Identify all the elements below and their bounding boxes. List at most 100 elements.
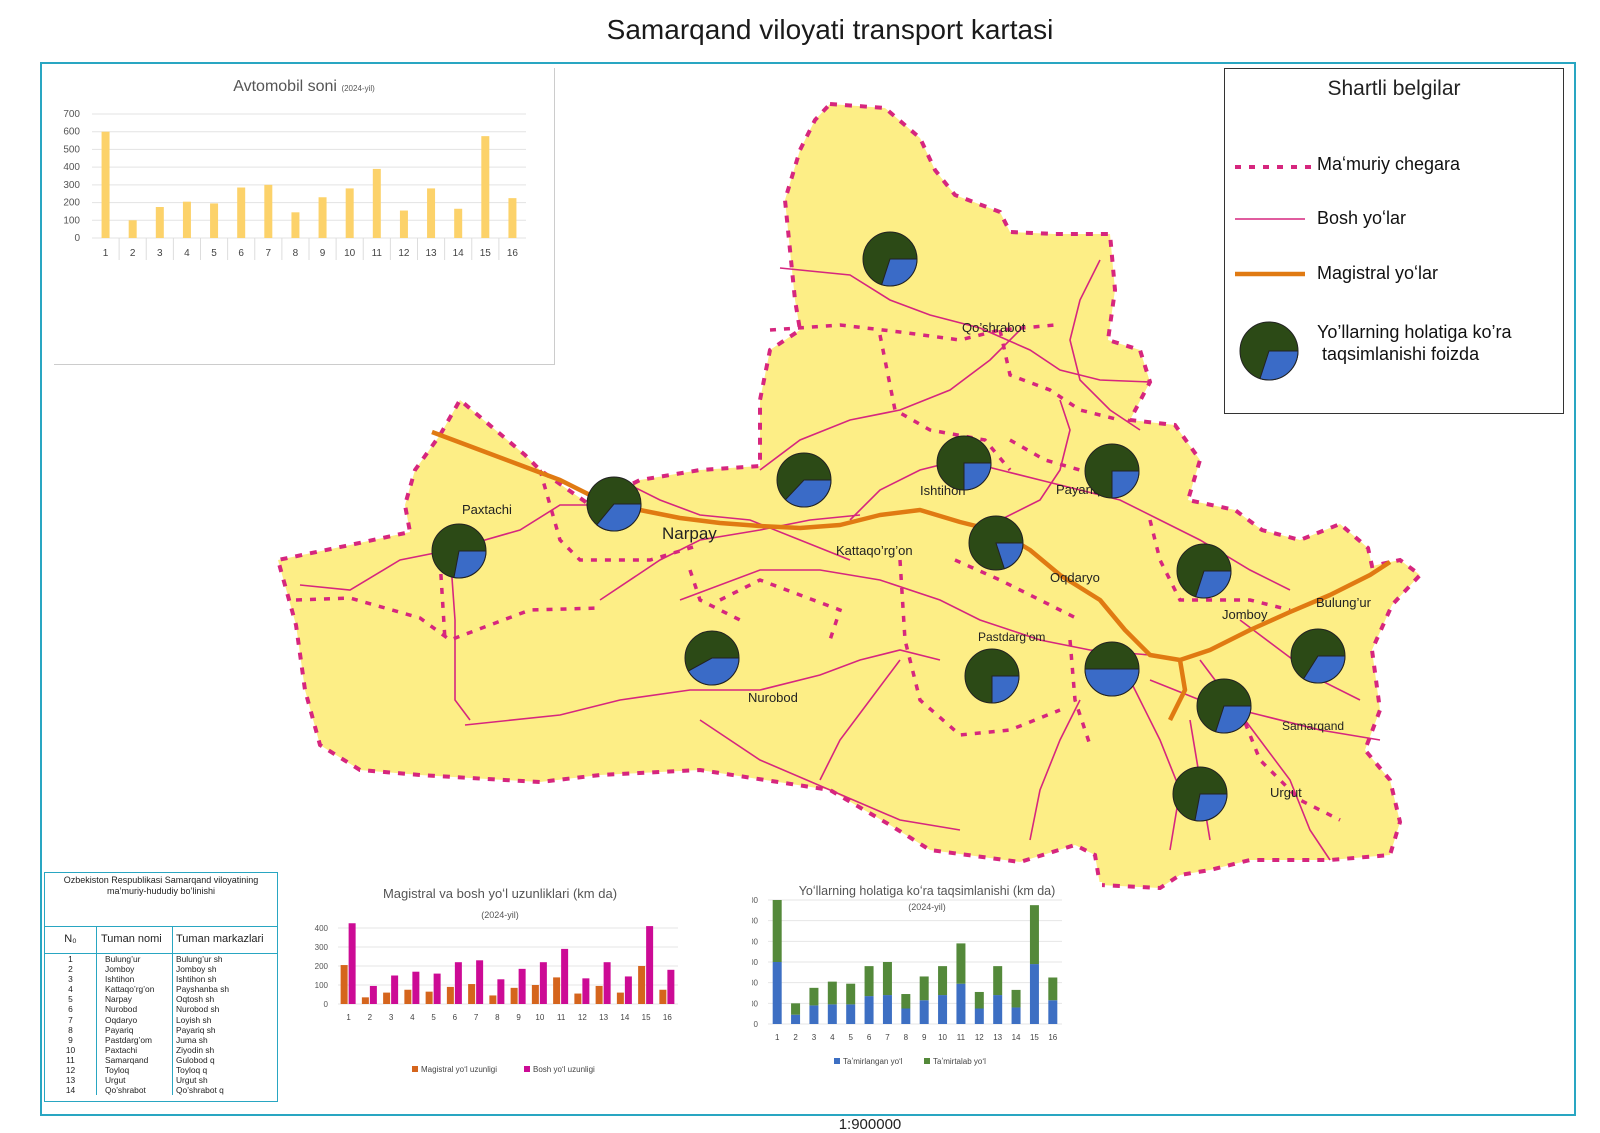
bar-segment [864,996,874,1024]
district-table-caption: Ozbekiston Respublikasi Samarqand viloya… [45,873,277,927]
place-label: Qo’shrabot [962,320,1026,335]
table-row: 9 Pastdarg’om Juma sh [45,1034,277,1045]
bar [624,976,632,1004]
legend-label: Magistral yoʻl uzunligi [421,1065,497,1074]
bar-segment [791,1014,801,1024]
bar [454,208,463,238]
row-centre: Urgut sh [176,1075,208,1086]
x-tick-label: 5 [211,248,217,259]
bar [481,136,490,238]
bar-segment [772,962,782,1024]
bar [539,962,547,1004]
row-district: Paxtachi [97,1044,173,1055]
header-district-centre: Tuman markazlari [176,933,264,945]
row-number: 13 [45,1075,97,1086]
bar [340,965,348,1004]
bar [646,926,654,1004]
bar [345,188,354,238]
chart-car-count-subtitle: (2024-yil) [341,84,375,93]
row-number: 9 [45,1034,97,1045]
legend-thin-line-icon [1235,218,1305,220]
row-number: 7 [45,1014,97,1025]
bar-segment [846,1004,856,1024]
bar [348,923,356,1004]
table-row: 12 Toyloq Toyloq q [45,1065,277,1076]
y-tick-label: 400 [63,162,80,173]
bar [531,985,539,1004]
y-tick-label: 100 [315,981,329,990]
row-number: 1 [45,954,97,965]
chart-car-count-title: Avtomobil soni [233,78,337,95]
bar [425,991,433,1004]
bar-segment [1011,1007,1021,1024]
table-row: 7 Oqdaryo Loyish sh [45,1014,277,1025]
legend-pie-icon [1239,321,1299,381]
x-tick-label: 8 [495,1013,500,1022]
bar [561,948,569,1004]
bar-segment [882,962,892,996]
legend-swatch [524,1066,530,1072]
bar [361,997,369,1004]
x-tick-label: 1 [775,1033,780,1042]
bar [433,973,441,1004]
chart-road-condition: Yoʻllarning holatiga koʻra taqsimlanishi… [752,882,1102,1100]
x-tick-label: 6 [867,1033,872,1042]
bar [391,975,399,1004]
legend-label-main-road: Bosh yoʻlar [1317,208,1407,228]
bar [383,992,391,1004]
y-tick-label: 700 [63,109,80,120]
row-district: Nurobod [97,1004,173,1015]
row-number: 5 [45,994,97,1005]
y-tick-label: 100 [752,999,759,1008]
bar-segment [809,987,819,1006]
row-centre: Jomboy sh [176,964,217,975]
row-district: Qo’shrabot [97,1085,173,1096]
legend-label-border: Maʻmuriy chegara [1317,154,1461,174]
bar [667,969,675,1004]
bar [291,212,300,238]
chart-car-count-title-wrap: Avtomobil soni (2024-yil) [54,78,554,96]
y-tick-label: 200 [63,198,80,209]
row-centre: Ziyodin sh [176,1044,215,1055]
x-tick-label: 7 [474,1013,479,1022]
row-district: Ishtihon [97,974,173,985]
x-tick-label: 3 [157,248,163,259]
row-district: Bulung’ur [97,954,173,965]
y-tick-label: 200 [752,979,759,988]
bar-segment [882,995,892,1024]
y-tick-label: 0 [754,1020,759,1029]
row-centre: Payariq sh [176,1024,216,1035]
row-centre: Gulobod q [176,1054,215,1065]
y-tick-label: 400 [752,937,759,946]
x-tick-label: 2 [793,1033,798,1042]
map-title: Samarqand viloyati transport kartasi [606,14,1054,45]
table-row: 11 Samarqand Gulobod q [45,1054,277,1066]
row-number: 8 [45,1024,97,1035]
chart-road-lengths: Magistral va bosh yoʻl uzunliklari (km d… [308,884,692,1106]
row-number: 4 [45,984,97,995]
bar [574,993,582,1004]
bar [454,962,462,1004]
row-centre: Oqtosh sh [176,994,215,1005]
bar-segment [772,900,782,962]
x-tick-label: 1 [103,248,109,259]
y-tick-label: 600 [63,127,80,138]
bar-segment [974,991,984,1009]
row-number: 11 [45,1054,97,1066]
bar [101,131,110,238]
row-district: Jomboy [97,964,173,975]
bar [427,188,436,238]
x-tick-label: 7 [885,1033,890,1042]
table-row: 10 Paxtachi Ziyodin sh [45,1044,277,1055]
x-tick-label: 14 [620,1013,629,1022]
table-row: 13 Urgut Urgut sh [45,1075,277,1086]
x-tick-label: 14 [1012,1033,1021,1042]
x-tick-label: 3 [812,1033,817,1042]
map-frame [40,62,1576,1116]
x-tick-label: 11 [957,1033,966,1042]
bar [476,960,484,1004]
x-tick-label: 15 [480,248,492,259]
bar-segment [827,1004,837,1024]
x-tick-label: 13 [993,1033,1002,1042]
bar [182,201,191,238]
